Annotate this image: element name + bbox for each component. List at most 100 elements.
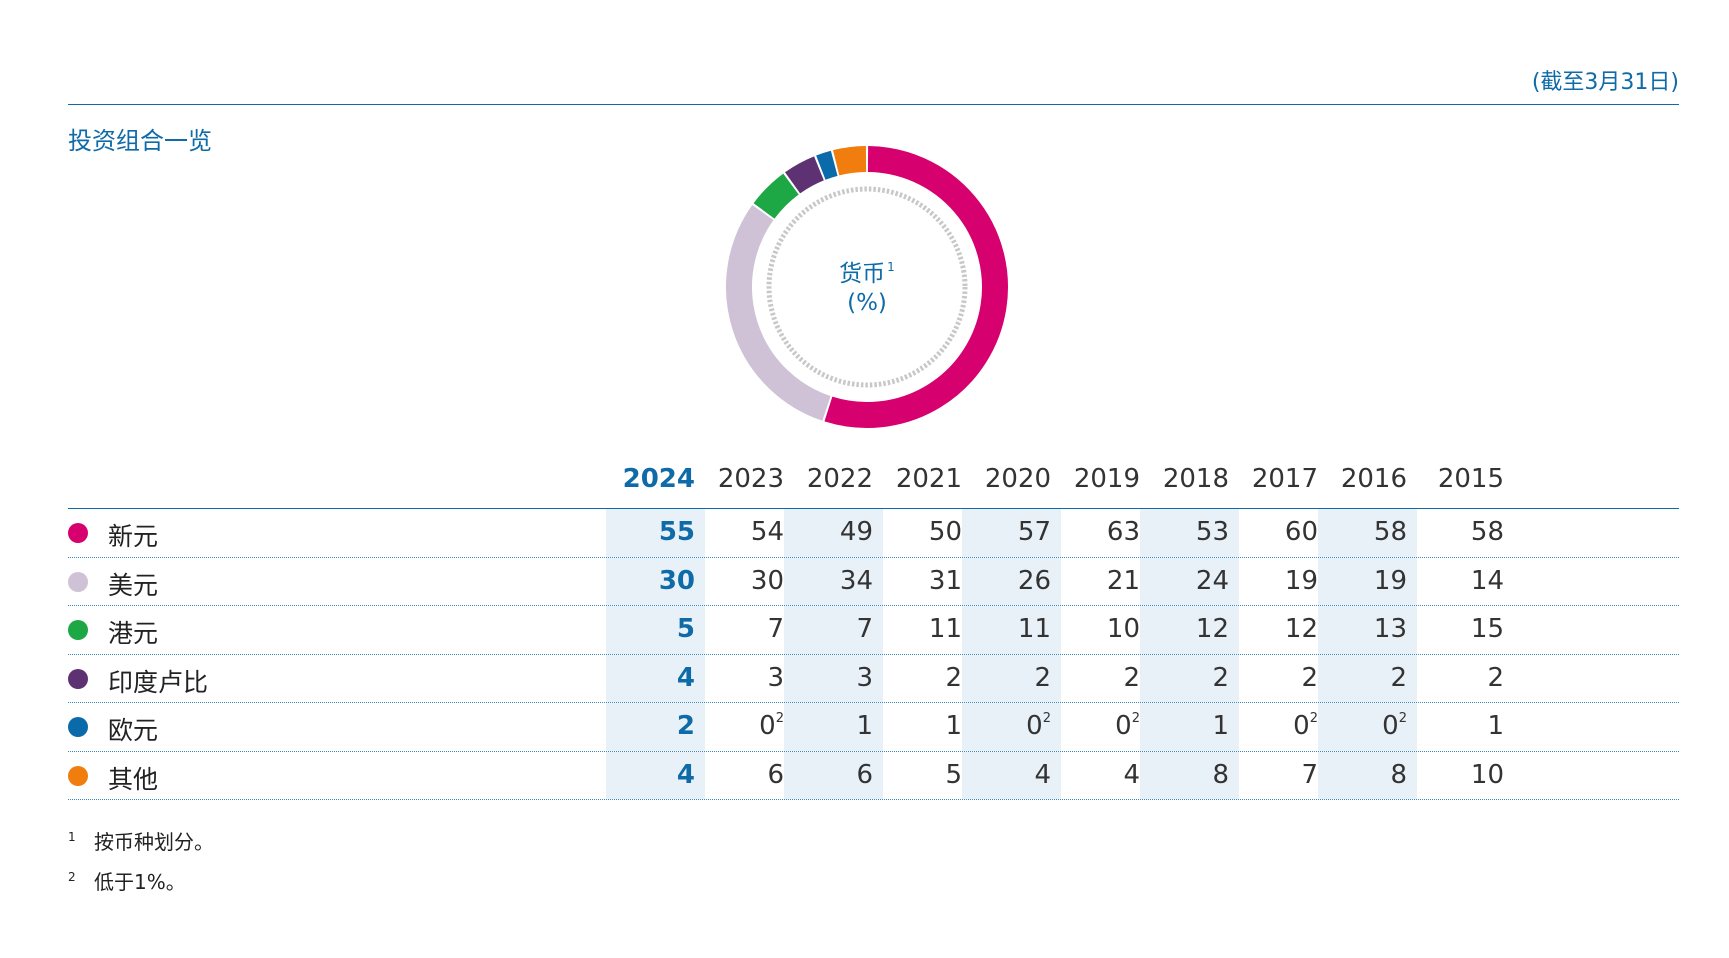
donut-center-unit: (%) <box>847 290 887 316</box>
year-header: 2017 <box>1251 464 1318 494</box>
column-shade <box>606 509 705 557</box>
donut-slice <box>833 146 867 176</box>
cell-value: 58 <box>1373 517 1407 547</box>
table-cell: 7 <box>1219 760 1318 790</box>
column-shade <box>1140 509 1239 557</box>
column-shade <box>1318 509 1417 557</box>
table-cell: 14 <box>1405 566 1504 596</box>
table-row: 印度卢比 4 3 3 2 2 2 2 2 2 2 <box>68 654 1679 703</box>
cell-value: 2 <box>945 662 962 693</box>
header-divider <box>68 508 1679 509</box>
table-cell: 2 <box>1041 663 1140 693</box>
table-cell: 2 <box>1130 663 1229 693</box>
year-header: 2016 <box>1340 464 1407 494</box>
cell-value: 2 <box>1390 662 1407 693</box>
column-shade <box>784 751 883 799</box>
cell-footnote-ref: 2 <box>1309 711 1318 726</box>
cell-value: 11 <box>928 614 962 644</box>
cell-value: 0 <box>1293 711 1310 741</box>
cell-value: 2 <box>1487 662 1504 693</box>
footnote-text: 低于1%。 <box>94 870 186 894</box>
table-cell: 58 <box>1308 517 1407 547</box>
column-shade <box>1140 751 1239 799</box>
cell-value: 26 <box>1017 565 1051 596</box>
year-header: 2021 <box>895 464 962 494</box>
column-shade <box>784 557 883 605</box>
table-cell: 02 <box>952 711 1051 741</box>
table-cell: 30 <box>596 566 695 596</box>
cell-value: 2 <box>676 711 695 741</box>
cell-value: 8 <box>1390 759 1407 790</box>
row-label: 新元 <box>108 522 159 551</box>
table-cell: 2 <box>596 711 695 741</box>
column-shade <box>784 606 883 654</box>
column-shade <box>962 703 1061 751</box>
table-cell: 8 <box>1308 760 1407 790</box>
year-header: 2019 <box>1073 464 1140 494</box>
cell-value: 8 <box>1212 759 1229 790</box>
column-shade <box>1140 703 1239 751</box>
footnote-mark: 1 <box>68 830 76 844</box>
cell-value: 7 <box>1301 759 1318 790</box>
cell-footnote-ref: 2 <box>1042 711 1051 726</box>
cell-value: 2 <box>1034 662 1051 693</box>
donut-center-label: 货币 <box>839 261 886 287</box>
table-cell: 30 <box>685 566 784 596</box>
cell-value: 3 <box>856 662 873 693</box>
table-cell: 58 <box>1405 517 1504 547</box>
table-cell: 02 <box>685 711 784 741</box>
legend-dot <box>68 523 88 543</box>
column-shade <box>962 606 1061 654</box>
cell-value: 6 <box>767 759 784 790</box>
table-cell: 57 <box>952 517 1051 547</box>
column-shade <box>1318 654 1417 702</box>
column-shade <box>1318 606 1417 654</box>
cell-value: 14 <box>1470 565 1504 596</box>
table-cell: 26 <box>952 566 1051 596</box>
row-label: 美元 <box>108 570 159 600</box>
cell-value: 1 <box>1487 711 1504 741</box>
column-shade <box>1318 703 1417 751</box>
table-cell: 54 <box>685 517 784 547</box>
cell-value: 63 <box>1106 517 1140 547</box>
cell-value: 24 <box>1195 565 1229 596</box>
donut-slice <box>816 150 838 180</box>
table-cell: 2 <box>863 663 962 693</box>
donut-slice <box>785 156 825 194</box>
column-shade <box>1140 557 1239 605</box>
donut-footnote-ref: 1 <box>887 260 895 274</box>
cell-value: 19 <box>1373 565 1407 596</box>
table-cell: 4 <box>1041 760 1140 790</box>
cell-value: 34 <box>839 565 873 596</box>
column-shade <box>1318 751 1417 799</box>
footnote-mark: 2 <box>68 870 76 884</box>
table-cell: 5 <box>596 614 695 644</box>
cell-value: 1 <box>1212 711 1229 741</box>
cell-value: 49 <box>839 517 873 547</box>
table-row: 美元 30 30 34 31 26 21 24 19 19 14 <box>68 557 1679 606</box>
table-cell: 3 <box>685 663 784 693</box>
footnote-text: 按币种划分。 <box>94 830 214 854</box>
cell-value: 1 <box>856 711 873 741</box>
cell-value: 12 <box>1284 614 1318 644</box>
year-header: 2018 <box>1162 464 1229 494</box>
table-row: 新元 55 54 49 50 57 63 53 60 58 58 <box>68 509 1679 558</box>
table-cell: 7 <box>685 614 784 644</box>
cell-footnote-ref: 2 <box>1131 711 1140 726</box>
table-cell: 21 <box>1041 566 1140 596</box>
table-cell: 8 <box>1130 760 1229 790</box>
table-cell: 02 <box>1219 711 1318 741</box>
donut-center-title: 货币 1 <box>787 254 947 288</box>
table-row: 欧元 2 02 1 1 02 02 1 02 02 1 <box>68 703 1679 752</box>
table-cell: 2 <box>1219 663 1318 693</box>
table-cell: 12 <box>1219 614 1318 644</box>
currency-donut-chart <box>726 146 1008 428</box>
column-shade <box>962 751 1061 799</box>
table-cell: 1 <box>1405 711 1504 741</box>
column-shade <box>962 557 1061 605</box>
cell-value: 55 <box>658 517 695 547</box>
table-cell: 10 <box>1405 760 1504 790</box>
cell-value: 1 <box>945 711 962 741</box>
donut-slice <box>753 173 799 219</box>
section-title: 投资组合一览 <box>68 127 212 155</box>
